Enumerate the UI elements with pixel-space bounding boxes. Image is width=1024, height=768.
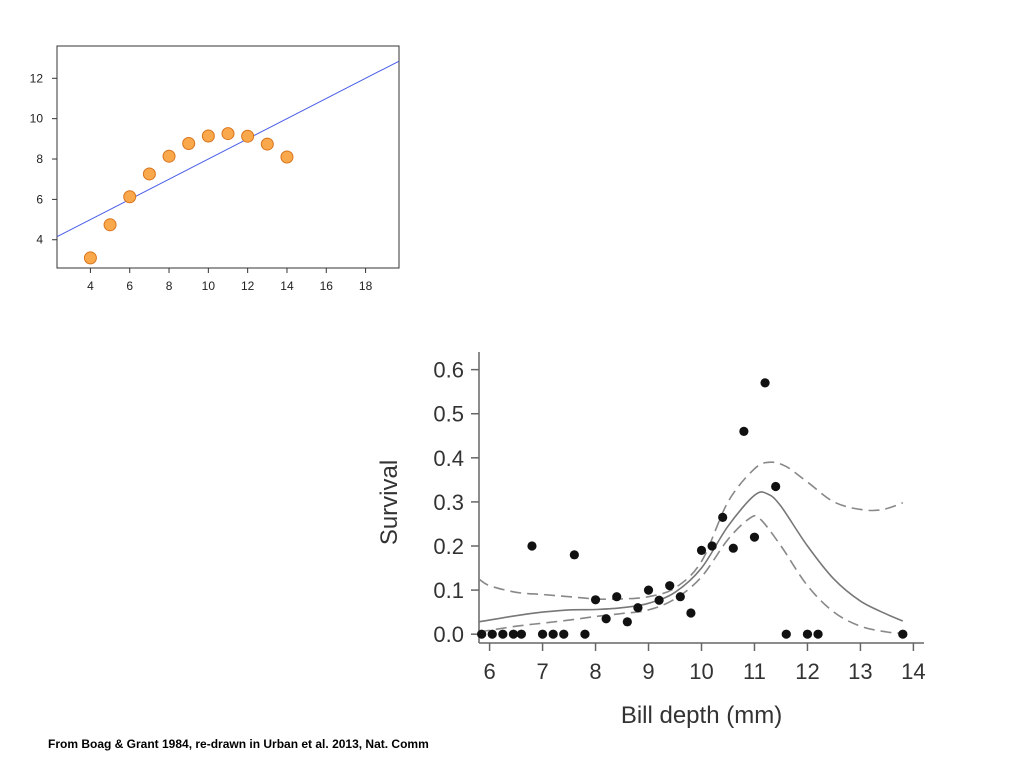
- x-tick-label: 6: [126, 279, 133, 293]
- x-tick-label: 10: [202, 279, 216, 293]
- data-point: [718, 512, 728, 522]
- x-tick-label: 9: [642, 659, 654, 684]
- y-tick-label: 0.6: [433, 358, 464, 383]
- x-tick-label: 6: [483, 659, 495, 684]
- data-point: [686, 608, 696, 618]
- x-tick-label: 11: [743, 659, 766, 684]
- data-point: [123, 190, 137, 204]
- data-point: [760, 378, 770, 388]
- y-tick-label: 0.5: [433, 402, 464, 427]
- data-point: [739, 426, 749, 436]
- data-point: [477, 629, 487, 639]
- data-point: [221, 127, 235, 141]
- y-tick-label: 0.1: [433, 578, 464, 603]
- x-tick-label: 8: [589, 659, 601, 684]
- y-tick-label: 0.4: [433, 446, 464, 471]
- data-point: [527, 541, 537, 551]
- data-point: [260, 137, 274, 151]
- data-point: [601, 614, 611, 624]
- data-point: [771, 481, 781, 492]
- data-point: [813, 629, 823, 639]
- regression-line: [57, 60, 399, 238]
- data-point: [241, 129, 255, 143]
- data-point: [537, 629, 548, 639]
- x-tick-label: 13: [848, 659, 872, 684]
- x-tick-label: 12: [795, 659, 819, 684]
- data-point: [622, 617, 632, 627]
- plot-frame: [56, 45, 400, 269]
- x-tick-label: 14: [280, 279, 294, 293]
- data-point: [548, 629, 558, 639]
- y-axis-label: Survival: [376, 460, 403, 545]
- data-point: [182, 136, 196, 150]
- data-point: [487, 629, 497, 639]
- x-tick-label: 10: [689, 659, 713, 684]
- x-axis-label: Bill depth (mm): [621, 702, 782, 729]
- data-point: [898, 629, 908, 639]
- y-tick-label: 10: [30, 112, 44, 126]
- x-tick-label: 4: [87, 279, 94, 293]
- data-point: [643, 585, 654, 595]
- data-point: [749, 532, 760, 542]
- y-tick-label: 0.2: [433, 534, 464, 559]
- y-tick-label: 8: [36, 152, 43, 166]
- x-tick-label: 8: [166, 279, 173, 293]
- y-tick-label: 4: [36, 233, 43, 247]
- data-point: [83, 251, 97, 265]
- data-point: [280, 150, 294, 164]
- y-tick-label: 0.0: [433, 622, 464, 647]
- data-point: [728, 543, 738, 553]
- x-tick-label: 7: [536, 659, 548, 684]
- data-point: [201, 129, 215, 143]
- x-tick-label: 18: [359, 279, 373, 293]
- data-point: [675, 592, 685, 602]
- data-point: [142, 167, 156, 181]
- data-point: [569, 550, 579, 560]
- figure-caption: From Boag & Grant 1984, re-drawn in Urba…: [48, 737, 429, 751]
- data-point: [665, 581, 675, 591]
- lower-confidence-band: [478, 514, 903, 635]
- data-point: [580, 629, 590, 639]
- data-point: [508, 629, 519, 639]
- y-tick-label: 0.3: [433, 490, 464, 515]
- data-point: [707, 541, 717, 551]
- data-point: [516, 629, 526, 639]
- x-tick-label: 12: [241, 279, 255, 293]
- y-tick-label: 6: [36, 192, 43, 206]
- data-point: [654, 595, 664, 605]
- x-tick-label: 16: [320, 279, 334, 293]
- data-point: [612, 592, 622, 602]
- data-point: [781, 629, 791, 639]
- data-point: [696, 545, 707, 556]
- data-point: [590, 595, 601, 605]
- fitted-survival-curve: [478, 491, 904, 623]
- data-point: [498, 629, 508, 639]
- data-point: [103, 218, 117, 232]
- data-point: [802, 629, 813, 639]
- x-tick-label: 14: [901, 659, 925, 684]
- upper-confidence-band: [478, 461, 904, 600]
- data-point: [633, 603, 643, 613]
- data-point: [162, 149, 176, 163]
- y-tick-label: 12: [30, 71, 44, 85]
- data-point: [559, 629, 569, 639]
